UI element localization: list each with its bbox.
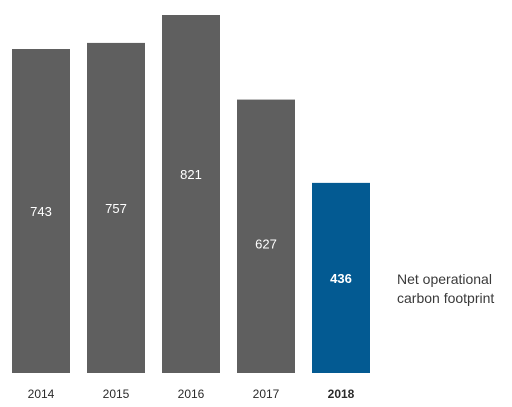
tick-label-2017: 2017 <box>253 387 280 401</box>
data-label-2018: 436 <box>330 271 352 286</box>
legend-label: Net operational carbon footprint <box>397 270 512 308</box>
bar-2014 <box>12 49 70 374</box>
legend-line-2: carbon footprint <box>397 290 495 306</box>
bar-2016 <box>162 15 220 373</box>
tick-label-2014: 2014 <box>28 387 55 401</box>
bar-2017 <box>237 99 295 374</box>
data-label-2017: 627 <box>255 236 277 251</box>
bar-2015 <box>87 42 145 373</box>
legend-line-1: Net operational <box>397 271 492 287</box>
tick-label-2016: 2016 <box>178 387 205 401</box>
tick-label-2018: 2018 <box>328 387 355 401</box>
bar-2018 <box>312 182 370 373</box>
data-label-2015: 757 <box>105 201 127 216</box>
data-label-2014: 743 <box>30 204 52 219</box>
data-label-2016: 821 <box>180 167 202 182</box>
tick-label-2015: 2015 <box>103 387 130 401</box>
